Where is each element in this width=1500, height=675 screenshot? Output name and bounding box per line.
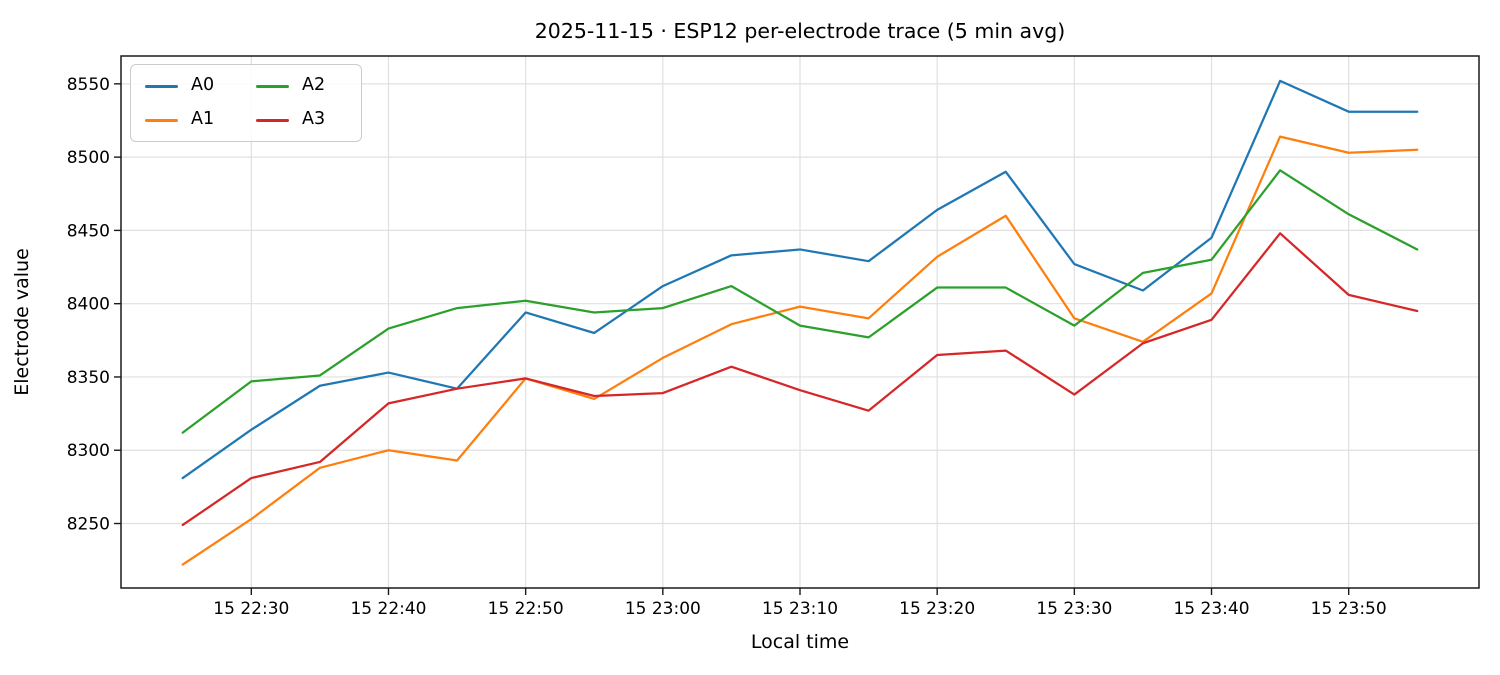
series-lines: [181, 79, 1419, 566]
legend: A0 A1 A2 A3: [130, 64, 362, 142]
x-axis-label: Local time: [751, 631, 849, 653]
x-tick-label: 15 23:50: [1311, 599, 1387, 619]
x-tick-label: 15 23:20: [899, 599, 975, 619]
y-tick-label: 8450: [67, 221, 110, 241]
y-tick-label: 8500: [67, 148, 110, 168]
x-tick-label: 15 22:50: [488, 599, 564, 619]
legend-item-a3: A3: [246, 103, 357, 137]
x-tick-label: 15 23:10: [762, 599, 838, 619]
legend-item-a2: A2: [246, 69, 357, 103]
legend-swatch-a2: [256, 84, 289, 88]
y-axis-label: Electrode value: [11, 248, 33, 396]
y-tick-label: 8350: [67, 368, 110, 388]
y-tick-label: 8250: [67, 515, 110, 535]
series-line-a0: [181, 79, 1419, 480]
x-tick-label: 15 22:30: [213, 599, 289, 619]
legend-swatch-a3: [256, 118, 289, 122]
y-tick-label: 8550: [67, 75, 110, 95]
legend-label-a0: A0: [191, 75, 215, 96]
x-tick-label: 15 23:00: [625, 599, 701, 619]
y-tick-label: 8300: [67, 441, 110, 461]
legend-swatch-a1: [145, 118, 178, 122]
legend-swatch-a0: [145, 84, 178, 88]
gridlines: [121, 56, 1479, 588]
x-tick-label: 15 23:30: [1036, 599, 1112, 619]
series-line-a3: [181, 232, 1419, 527]
legend-label-a3: A3: [302, 109, 326, 130]
chart-title: 2025-11-15 · ESP12 per-electrode trace (…: [535, 19, 1066, 43]
y-tick-label: 8400: [67, 295, 110, 315]
x-tick-label: 15 23:40: [1173, 599, 1249, 619]
legend-label-a2: A2: [302, 75, 326, 96]
series-line-a1: [181, 135, 1419, 566]
series-line-a2: [181, 169, 1419, 434]
tick-labels: 8250 8300 8350 8400 8450 8500 8550 15 22:30 15 2…: [67, 75, 1387, 619]
legend-item-a1: A1: [135, 103, 246, 137]
legend-label-a1: A1: [191, 109, 215, 130]
legend-item-a0: A0: [135, 69, 246, 103]
tick-marks: [114, 83, 1350, 595]
x-tick-label: 15 22:40: [350, 599, 426, 619]
